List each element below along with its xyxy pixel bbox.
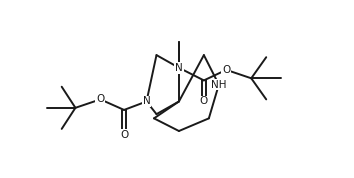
- Text: N: N: [143, 96, 150, 106]
- Text: O: O: [200, 96, 208, 106]
- Text: NH: NH: [211, 80, 227, 90]
- Text: O: O: [222, 65, 230, 75]
- Text: N: N: [175, 63, 183, 73]
- Text: O: O: [96, 94, 104, 104]
- Text: O: O: [120, 130, 128, 140]
